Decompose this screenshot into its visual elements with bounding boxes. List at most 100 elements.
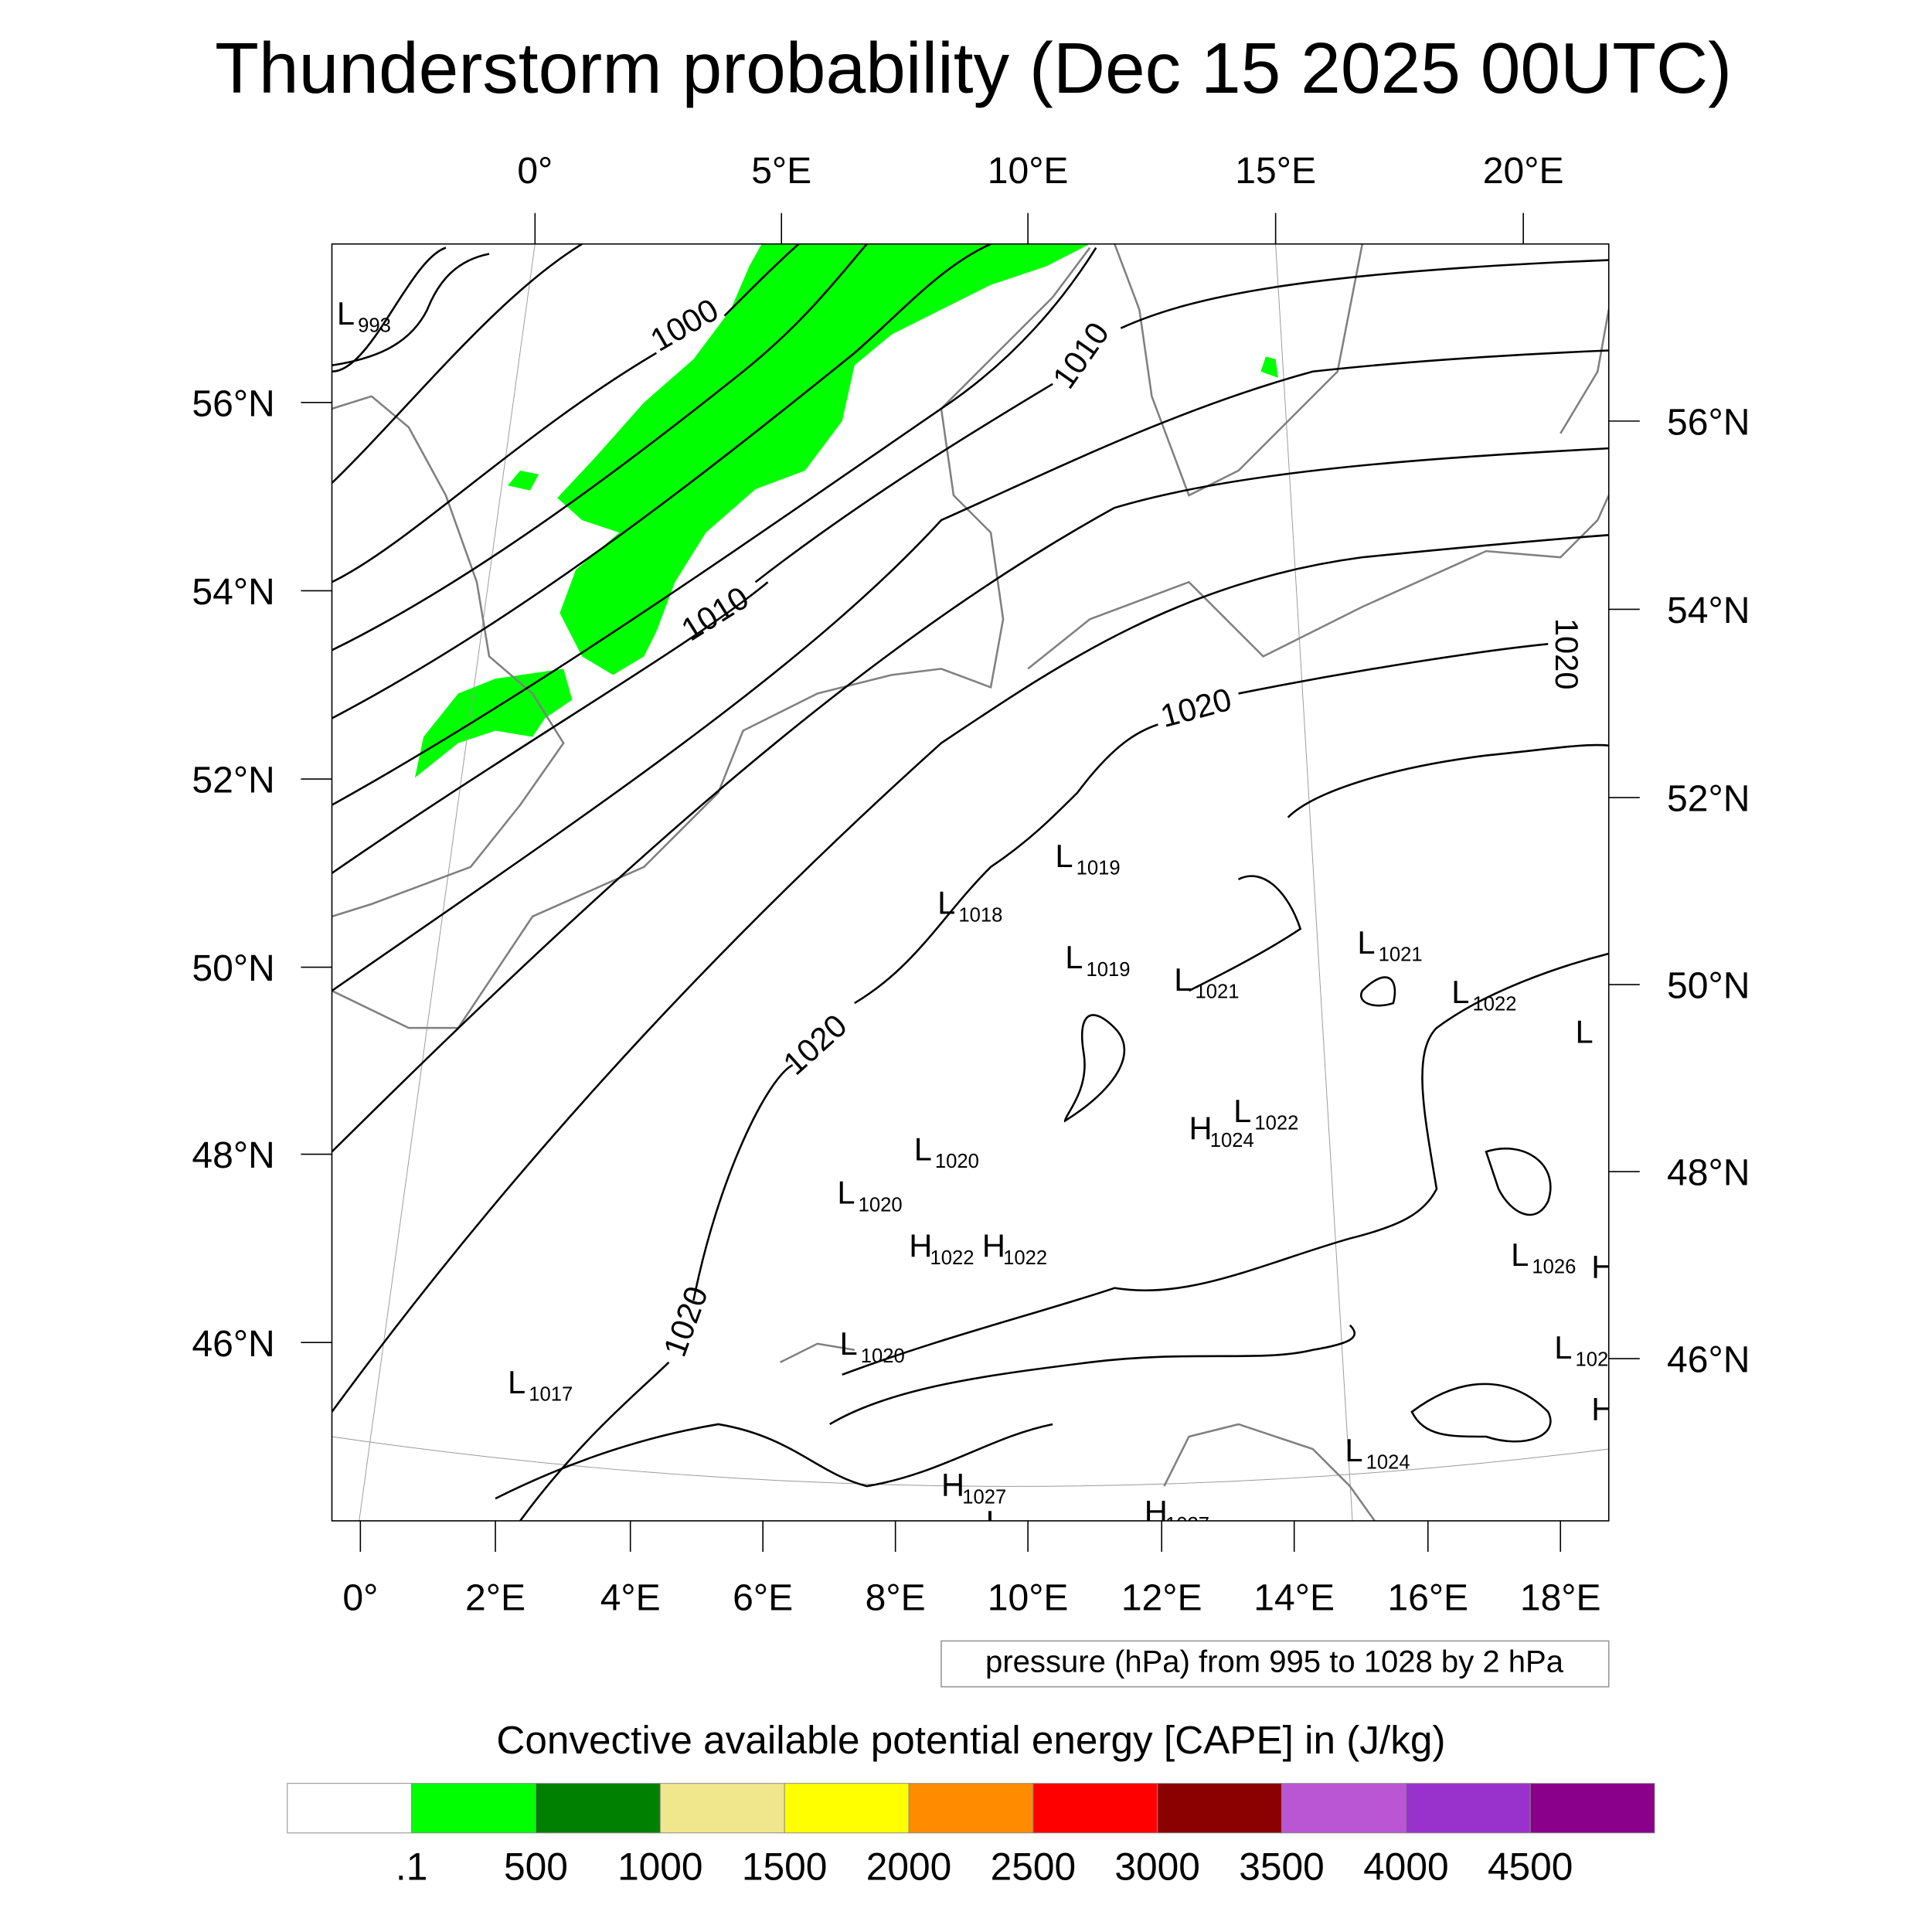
low-pressure-center: L — [1174, 961, 1192, 998]
map-title: Thunderstorm probability (Dec 15 2025 00… — [215, 28, 1732, 108]
axis-ticks — [301, 213, 1640, 1553]
right-lat-label: 56°N — [1667, 402, 1750, 444]
pressure-center-value: 993 — [358, 315, 391, 336]
low-pressure-center: L — [1357, 924, 1375, 961]
pressure-center-value: 1022 — [1472, 994, 1516, 1015]
pressure-center-value: 1019 — [1077, 857, 1121, 879]
low-pressure-center: L — [1575, 1013, 1593, 1049]
low-pressure-center: L — [1055, 838, 1073, 874]
right-lat-label: 48°N — [1667, 1152, 1750, 1194]
bottom-lon-labels: 0° 2°E 4°E 6°E 8°E 10°E 12°E 14°E 16°E 1… — [342, 1577, 1600, 1618]
contour-info-text: pressure (hPa) from 995 to 1028 by 2 hPa — [985, 1645, 1564, 1679]
colorbar-swatch — [535, 1783, 661, 1834]
bottom-lon-label: 16°E — [1387, 1577, 1468, 1618]
colorbar-swatch — [1281, 1783, 1406, 1834]
pressure-center-value: 1026 — [1532, 1256, 1576, 1277]
right-lat-label: 52°N — [1667, 778, 1750, 820]
pressure-center-value: 1022 — [930, 1247, 975, 1269]
left-lat-label: 50°N — [192, 947, 274, 989]
cape-region — [557, 243, 1090, 675]
pressure-center-value: 1020 — [935, 1151, 979, 1172]
colorbar-label: 2000 — [866, 1845, 951, 1889]
low-pressure-center: L — [1345, 1432, 1362, 1468]
bottom-lon-label: 4°E — [600, 1577, 661, 1618]
low-pressure-center: L — [1065, 939, 1083, 975]
high-pressure-center: H — [1591, 1391, 1614, 1427]
high-pressure-center: H — [1145, 1494, 1168, 1530]
low-pressure-center: L — [1511, 1236, 1529, 1273]
pressure-center-value: 1024 — [1366, 1452, 1410, 1474]
cape-region — [1260, 356, 1278, 378]
pressure-center-value: 1022 — [1003, 1247, 1047, 1269]
low-pressure-center: L — [914, 1131, 932, 1168]
bottom-lon-label: 10°E — [988, 1577, 1069, 1618]
colorbar-swatch — [287, 1783, 413, 1834]
high-pressure-center: H — [1189, 1110, 1212, 1146]
colorbar-title: Convective available potential energy [C… — [496, 1718, 1445, 1762]
colorbar-swatch — [1405, 1783, 1531, 1834]
low-pressure-center: L — [840, 1325, 858, 1362]
top-lon-label: 10°E — [988, 150, 1069, 192]
contour-label: 1020 — [1157, 681, 1236, 734]
colorbar-swatch — [784, 1783, 910, 1834]
right-lat-label: 46°N — [1667, 1339, 1750, 1381]
pressure-center-value: 1022 — [1254, 1113, 1298, 1134]
contour-label: 1020 — [656, 1281, 715, 1361]
low-pressure-center: L — [986, 1504, 1004, 1540]
bottom-lon-label: 0° — [342, 1577, 378, 1618]
top-lon-label: 0° — [517, 150, 553, 192]
colorbar-swatch — [659, 1783, 785, 1834]
pressure-center-value: 1017 — [529, 1384, 573, 1406]
low-pressure-center: L — [508, 1364, 526, 1400]
bottom-lon-label: 8°E — [866, 1577, 926, 1618]
contour-label: 1010 — [1046, 315, 1117, 395]
colorbar-label: 3000 — [1114, 1845, 1199, 1889]
left-lat-label: 46°N — [192, 1323, 274, 1365]
low-pressure-center: L — [1451, 974, 1469, 1010]
high-pressure-center: H — [1591, 1249, 1614, 1285]
colorbar-label: 1500 — [742, 1845, 827, 1889]
colorbar-label: 500 — [504, 1845, 568, 1889]
graticule — [332, 243, 1609, 1521]
pressure-center-value: 1021 — [1195, 981, 1239, 1003]
colorbar-swatch — [1529, 1783, 1655, 1834]
right-lat-label: 50°N — [1667, 965, 1750, 1007]
top-lon-label: 20°E — [1483, 150, 1564, 192]
bottom-lon-label: 14°E — [1253, 1577, 1335, 1618]
pressure-center-value: 1027 — [962, 1487, 1006, 1509]
low-pressure-center: L — [337, 295, 355, 332]
high-pressure-center: H — [909, 1228, 932, 1264]
bottom-lon-label: 6°E — [733, 1577, 793, 1618]
colorbar-swatch — [1157, 1783, 1282, 1834]
map-plot-area: 1000 1010 1010 1020 1020 1020 1020 L 993L… — [332, 243, 1614, 1540]
right-lat-labels: 56°N 54°N 52°N 50°N 48°N 46°N — [1667, 402, 1750, 1381]
pressure-center-value: 1018 — [958, 904, 1002, 926]
top-lon-label: 15°E — [1235, 150, 1316, 192]
bottom-lon-label: 12°E — [1121, 1577, 1202, 1618]
pressure-center-value: 1019 — [1086, 959, 1130, 981]
isobars — [332, 243, 1609, 1521]
high-pressure-center: H — [941, 1467, 964, 1503]
colorbar-label: .1 — [396, 1845, 427, 1889]
pressure-center-value: 1021 — [1379, 944, 1423, 966]
colorbar-label: 1000 — [617, 1845, 702, 1889]
colorbar-label: 3500 — [1239, 1845, 1324, 1889]
contour-label: 1010 — [675, 579, 754, 648]
colorbar-label: 4500 — [1488, 1845, 1573, 1889]
pressure-center-value: 1027 — [1165, 1514, 1209, 1536]
left-lat-label: 54°N — [192, 571, 274, 613]
colorbar-swatch — [1032, 1783, 1158, 1834]
colorbar-swatch — [411, 1783, 536, 1834]
colorbar-label: 4000 — [1363, 1845, 1448, 1889]
low-pressure-center: L — [1233, 1093, 1251, 1129]
low-pressure-center: L — [937, 885, 955, 921]
cape-region — [508, 470, 539, 491]
coastlines — [332, 243, 1609, 1521]
bottom-lon-label: 18°E — [1520, 1577, 1601, 1618]
left-lat-label: 52°N — [192, 760, 274, 801]
contour-label: 1020 — [1549, 618, 1585, 690]
top-lon-labels: 0° 5°E 10°E 15°E 20°E — [517, 150, 1563, 192]
top-lon-label: 5°E — [751, 150, 811, 192]
plot-frame — [331, 243, 1610, 1522]
